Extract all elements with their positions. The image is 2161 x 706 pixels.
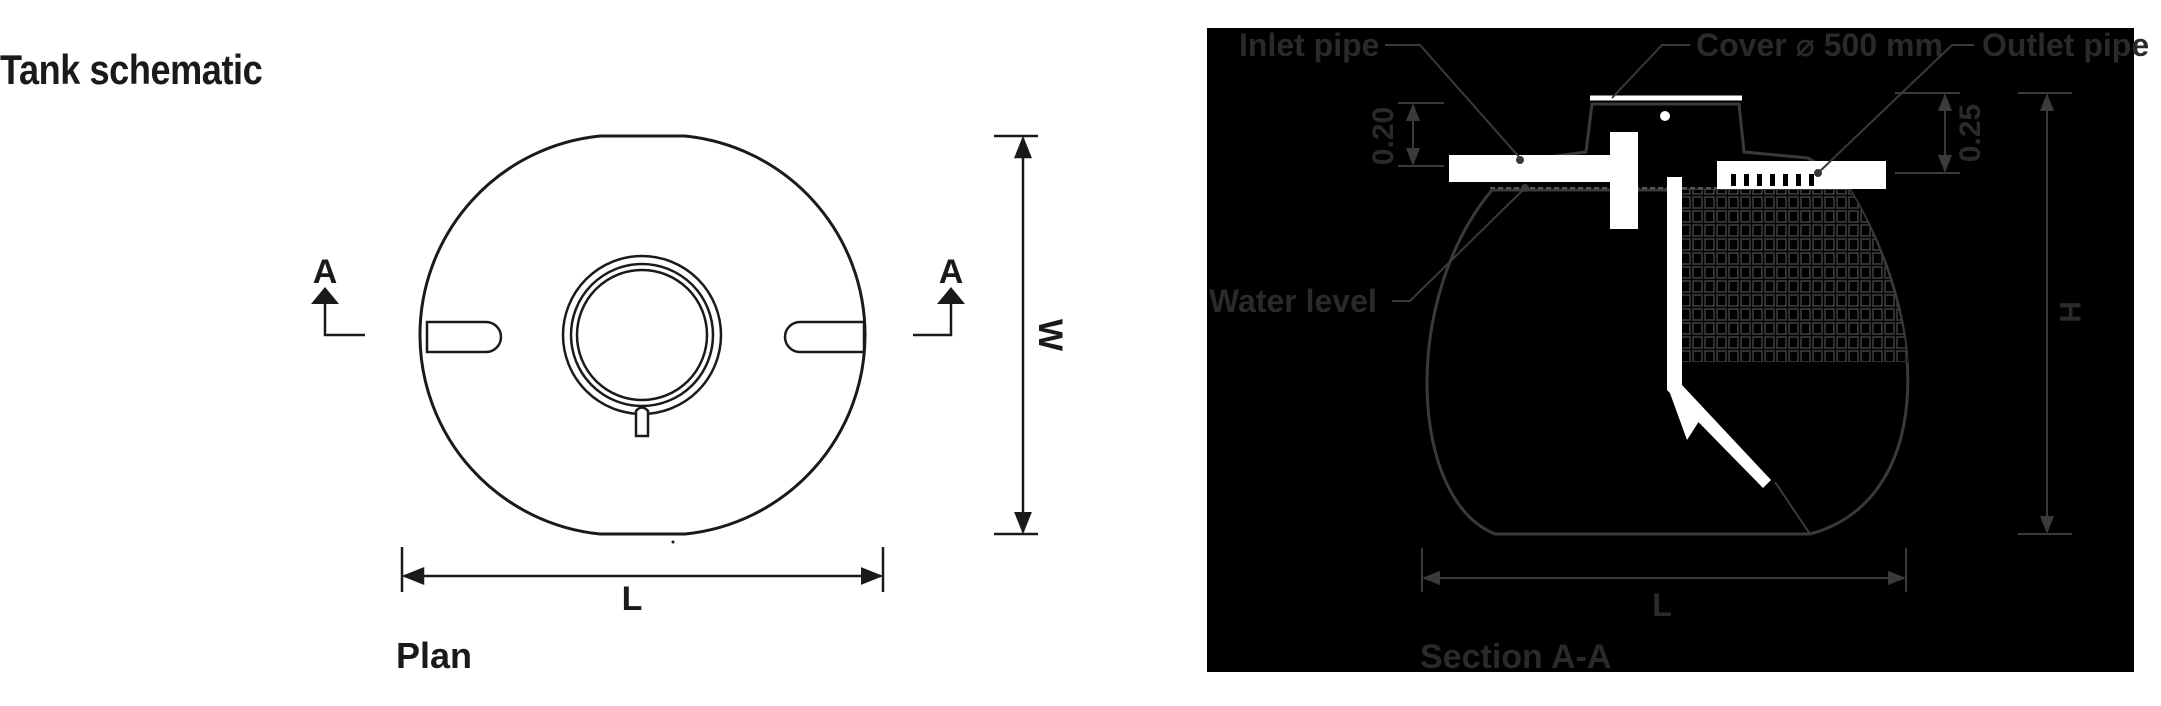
inlet-depth-dimension: [1398, 102, 1444, 167]
outlet-depth-dimension: [1895, 92, 1960, 174]
section-length-dimension: [1421, 548, 1907, 592]
inlet-pipe-label: Inlet pipe: [1239, 27, 1379, 63]
plan-caption: Plan: [396, 635, 472, 676]
section-inlet-tee: [1610, 132, 1638, 229]
section-height-dimension: [2018, 92, 2072, 535]
outlet-depth-label: 0.25: [1954, 104, 1987, 162]
section-marker-right-label: A: [939, 253, 964, 291]
section-caption: Section A-A: [1420, 638, 1611, 676]
section-outlet-slots: [1731, 174, 1814, 186]
plan-tank-outline: [418, 134, 867, 536]
plan-view: A A L W Plan: [311, 134, 1069, 676]
plan-cover-middle-ring: [569, 262, 715, 408]
section-inlet-pipe: [1449, 155, 1635, 182]
plan-width-label: W: [1031, 319, 1069, 352]
plan-left-slot: [425, 320, 503, 354]
water-level-callout: [1392, 184, 1529, 302]
page-title: Tank schematic: [0, 46, 263, 93]
plan-length-dimension: L: [400, 547, 885, 618]
plan-length-label: L: [622, 580, 643, 618]
plan-right-slot: [783, 320, 866, 354]
section-sludge-hatch: [1682, 190, 1908, 362]
inlet-depth-label: 0.20: [1367, 107, 1400, 165]
plan-pipe-stub: [634, 406, 650, 438]
section-outlet-pipe: [1717, 161, 1886, 189]
section-marker-right: A: [913, 253, 965, 337]
outlet-pipe-label: Outlet pipe: [1982, 27, 2149, 63]
section-marker-left: A: [311, 253, 365, 337]
inlet-callout: [1385, 44, 1524, 164]
section-height-label: H: [2053, 301, 2086, 323]
section-baffle-deflector: [1667, 385, 1703, 440]
cover-callout: [1611, 44, 1690, 99]
outlet-callout: [1814, 44, 1974, 177]
section-baffle-guide-line: [1774, 481, 1811, 535]
plan-cover-inner-ring: [575, 268, 709, 402]
section-view: Inlet pipe Cover ⌀ 500 mm Outlet pipe Wa…: [1207, 27, 2149, 676]
cover-label: Cover ⌀ 500 mm: [1696, 27, 1943, 63]
section-marker-left-label: A: [313, 253, 338, 291]
plan-cover-outer-ring: [561, 254, 723, 416]
plan-width-dimension: W: [994, 134, 1069, 536]
section-tank-outline: [1425, 188, 1910, 536]
water-level-label: Water level: [1209, 283, 1377, 319]
section-length-label: L: [1652, 587, 1672, 623]
section-cover-vent: [1660, 111, 1670, 121]
